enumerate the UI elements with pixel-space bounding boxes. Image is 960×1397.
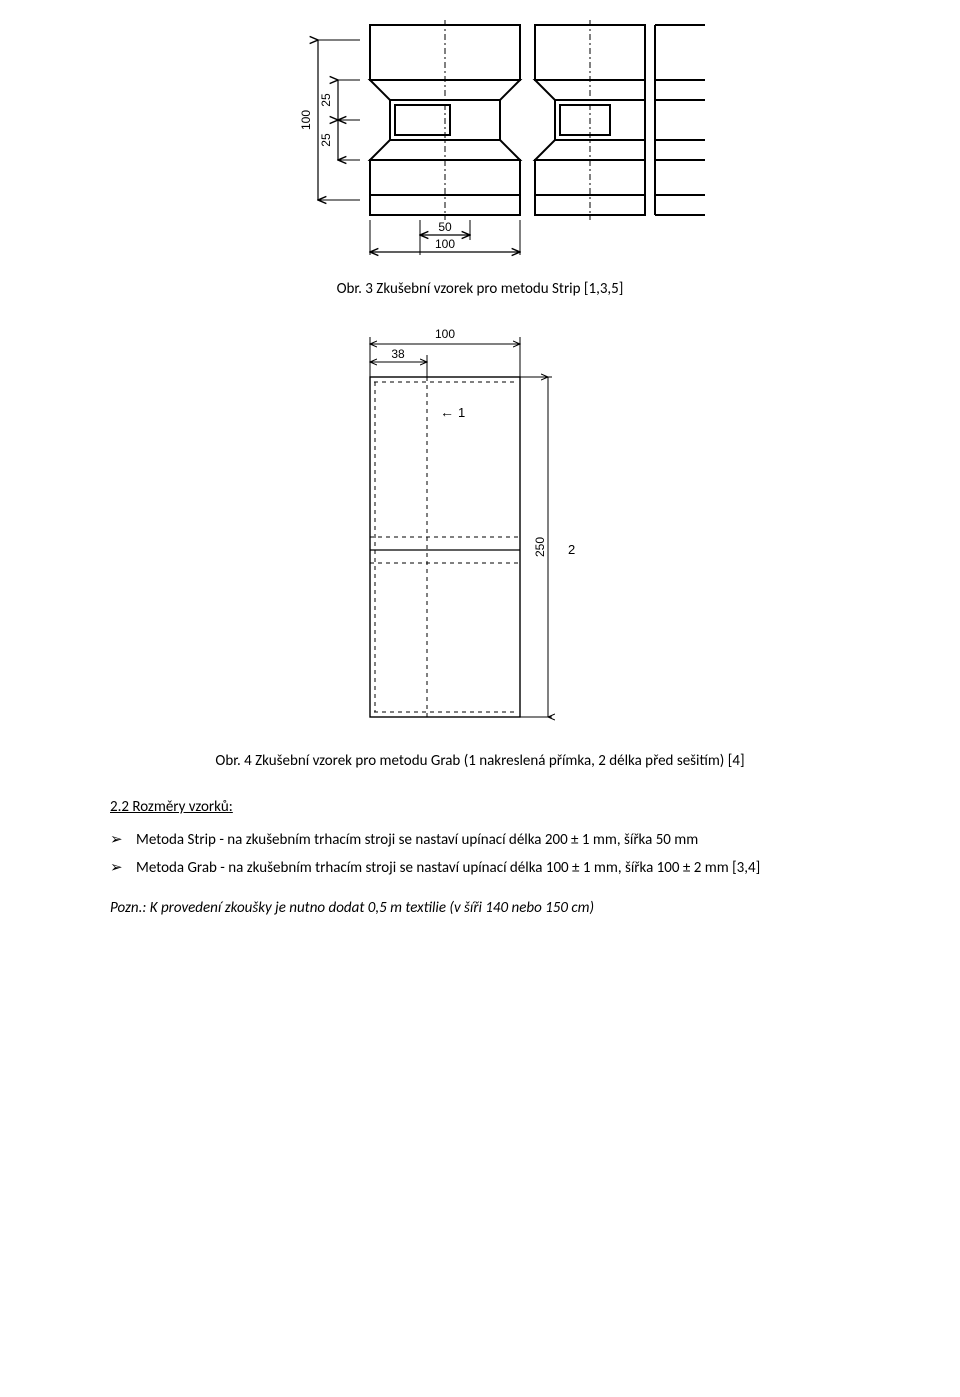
fig4-label-2: 2 — [568, 542, 575, 557]
fig3-dim-50: 50 — [438, 220, 452, 234]
figure-4-caption: Obr. 4 Zkušební vzorek pro metodu Grab (… — [110, 752, 850, 770]
list-item: Metoda Grab - na zkušebním trhacím stroj… — [110, 858, 850, 880]
figure-3: 100 25 25 — [110, 20, 850, 270]
figure-4-svg: 100 38 ← 1 250 — [330, 322, 630, 742]
fig4-dim-250: 250 — [533, 537, 547, 557]
fig4-dim-38: 38 — [391, 347, 405, 361]
fig4-dim-100: 100 — [435, 327, 455, 341]
bullet-list: Metoda Strip - na zkušebním trhacím stro… — [110, 830, 850, 880]
fig3-dim-100: 100 — [299, 110, 313, 130]
fig3-dim-100b: 100 — [435, 237, 455, 251]
figure-3-caption: Obr. 3 Zkušební vzorek pro metodu Strip … — [110, 280, 850, 298]
figure-3-svg: 100 25 25 — [240, 20, 720, 270]
list-item: Metoda Strip - na zkušebním trhacím stro… — [110, 830, 850, 852]
fig4-arrow-1: ← — [440, 404, 454, 420]
fig3-dim-25a: 25 — [319, 93, 333, 107]
note: Pozn.: K provedení zkoušky je nutno doda… — [110, 898, 850, 919]
figure-4: 100 38 ← 1 250 — [110, 322, 850, 742]
fig3-dim-25b: 25 — [319, 133, 333, 147]
fig4-label-1: 1 — [458, 405, 465, 420]
section-title: 2.2 Rozměry vzorků: — [110, 798, 850, 816]
